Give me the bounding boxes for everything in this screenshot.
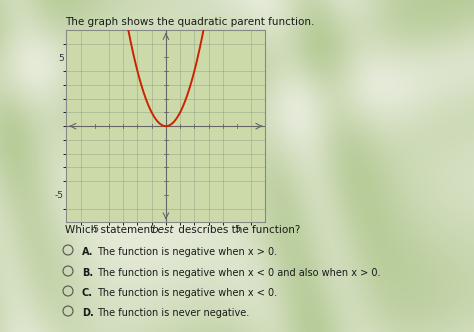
Text: C.: C.	[82, 288, 93, 298]
Text: The function is negative when x < 0 and also when x > 0.: The function is negative when x < 0 and …	[97, 268, 381, 278]
Text: Which statement: Which statement	[65, 225, 157, 235]
Text: A.: A.	[82, 247, 93, 257]
Text: The graph shows the quadratic parent function.: The graph shows the quadratic parent fun…	[65, 17, 314, 27]
Text: The function is negative when x < 0.: The function is negative when x < 0.	[97, 288, 277, 298]
Text: best: best	[152, 225, 174, 235]
Text: The function is never negative.: The function is never negative.	[97, 308, 249, 318]
Text: describes the function?: describes the function?	[175, 225, 301, 235]
Text: B.: B.	[82, 268, 93, 278]
Text: The function is negative when x > 0.: The function is negative when x > 0.	[97, 247, 277, 257]
Text: D.: D.	[82, 308, 94, 318]
